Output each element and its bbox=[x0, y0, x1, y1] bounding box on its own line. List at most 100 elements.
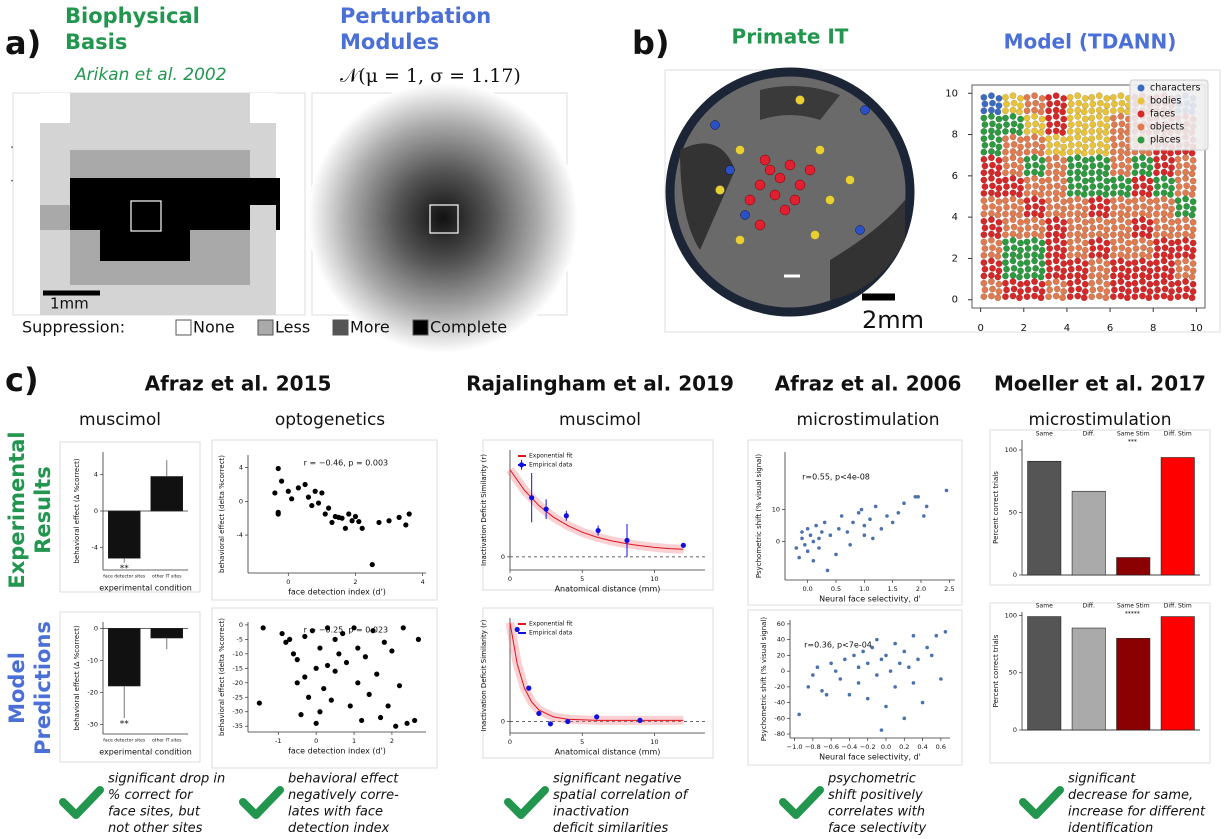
scatter-point bbox=[902, 650, 906, 654]
map-point bbox=[1002, 94, 1008, 100]
map-point bbox=[1075, 196, 1081, 202]
map-point bbox=[1038, 253, 1044, 259]
scatter-point bbox=[336, 651, 341, 656]
legend-label: characters bbox=[1150, 83, 1200, 94]
scatter-point bbox=[326, 506, 331, 511]
x-tick-label: −0.2 bbox=[860, 743, 876, 751]
y-tick-label: 0 bbox=[239, 621, 243, 629]
map-point bbox=[1002, 135, 1008, 141]
x-axis-label: Anatomical distance (mm) bbox=[555, 585, 661, 594]
scatter-point bbox=[893, 685, 897, 689]
map-point bbox=[1119, 162, 1125, 168]
conclusion-text: deficit similarities bbox=[553, 821, 669, 836]
map-point bbox=[1032, 162, 1038, 168]
map-point bbox=[1090, 121, 1096, 127]
map-point bbox=[988, 278, 994, 284]
map-point bbox=[1111, 225, 1117, 231]
map-point bbox=[1097, 224, 1103, 230]
map-point bbox=[1016, 274, 1022, 280]
map-point bbox=[1161, 210, 1167, 216]
bar bbox=[108, 628, 140, 686]
scatter-point bbox=[812, 559, 816, 563]
map-point bbox=[1090, 142, 1096, 148]
map-point bbox=[1075, 252, 1081, 258]
map-point bbox=[1011, 162, 1017, 168]
map-point bbox=[1075, 210, 1081, 216]
map-point bbox=[1103, 274, 1109, 280]
map-point bbox=[1067, 135, 1073, 141]
conclusion-text: shift positively bbox=[828, 788, 923, 803]
data-point bbox=[544, 507, 549, 512]
map-point bbox=[1010, 272, 1016, 278]
map-point bbox=[1075, 148, 1081, 154]
category-label: face detector sites bbox=[103, 738, 146, 744]
scatter-point bbox=[302, 674, 307, 679]
legend-marker bbox=[1138, 85, 1145, 92]
map-point bbox=[1140, 265, 1146, 271]
map-point bbox=[1139, 175, 1145, 181]
scatter-point bbox=[829, 661, 833, 665]
scatter-point bbox=[329, 520, 334, 525]
bar bbox=[1028, 461, 1061, 575]
map-point bbox=[1103, 212, 1109, 218]
map-point bbox=[1039, 95, 1045, 101]
map-point bbox=[1096, 216, 1102, 222]
y-axis-label: behavioral effect (delta %correct) bbox=[218, 618, 226, 736]
map-point bbox=[1003, 225, 1009, 231]
map-point bbox=[1031, 169, 1037, 175]
map-point bbox=[1110, 252, 1116, 258]
map-point bbox=[1060, 185, 1066, 191]
map-point bbox=[1045, 135, 1051, 141]
map-point bbox=[1024, 280, 1030, 286]
map-point bbox=[1024, 197, 1030, 203]
map-point bbox=[1189, 171, 1195, 177]
map-point bbox=[1089, 273, 1095, 279]
legend-title: Suppression: bbox=[22, 318, 125, 337]
scatter-point bbox=[857, 665, 861, 669]
map-point bbox=[1089, 170, 1095, 176]
map-point bbox=[1189, 274, 1195, 280]
map-point bbox=[1024, 135, 1030, 141]
scatter-point bbox=[916, 495, 920, 499]
map-point bbox=[1189, 191, 1195, 197]
legend-label: Exponential fit bbox=[529, 621, 573, 628]
scatter-point bbox=[333, 669, 338, 674]
scatter-point bbox=[922, 514, 926, 518]
map-point bbox=[1161, 196, 1167, 202]
suppression-map bbox=[13, 93, 305, 315]
data-point bbox=[564, 513, 569, 518]
scatter-point bbox=[838, 677, 842, 681]
map-point bbox=[1190, 240, 1196, 246]
map-point bbox=[1025, 287, 1031, 293]
map-point bbox=[1002, 197, 1008, 203]
scatter-point bbox=[880, 728, 884, 732]
legend-label: places bbox=[1150, 135, 1181, 146]
x-tick-label: 10 bbox=[1190, 323, 1203, 334]
map-point bbox=[988, 237, 994, 243]
map-point bbox=[1017, 281, 1023, 287]
scatter-point bbox=[816, 665, 820, 669]
map-point bbox=[1104, 178, 1110, 184]
map-point bbox=[1024, 211, 1030, 217]
map-point bbox=[1118, 134, 1124, 140]
map-point bbox=[1104, 281, 1110, 287]
map-point bbox=[1032, 245, 1038, 251]
map-point bbox=[1147, 240, 1153, 246]
scatter-point bbox=[902, 717, 906, 721]
map-point bbox=[1182, 216, 1188, 222]
scatter-point bbox=[875, 673, 879, 677]
map-point bbox=[1017, 268, 1023, 274]
map-point bbox=[1016, 191, 1022, 197]
map-point bbox=[1017, 164, 1023, 170]
map-point bbox=[1090, 287, 1096, 293]
scatter-point bbox=[360, 526, 365, 531]
map-point bbox=[1054, 162, 1060, 168]
map-point bbox=[1176, 266, 1182, 272]
map-point bbox=[1067, 190, 1073, 196]
map-point bbox=[1082, 116, 1088, 122]
scatter-point bbox=[897, 511, 901, 515]
map-point bbox=[1175, 177, 1181, 183]
bar bbox=[1161, 617, 1194, 730]
map-point bbox=[1002, 115, 1008, 121]
map-point bbox=[1017, 219, 1023, 225]
